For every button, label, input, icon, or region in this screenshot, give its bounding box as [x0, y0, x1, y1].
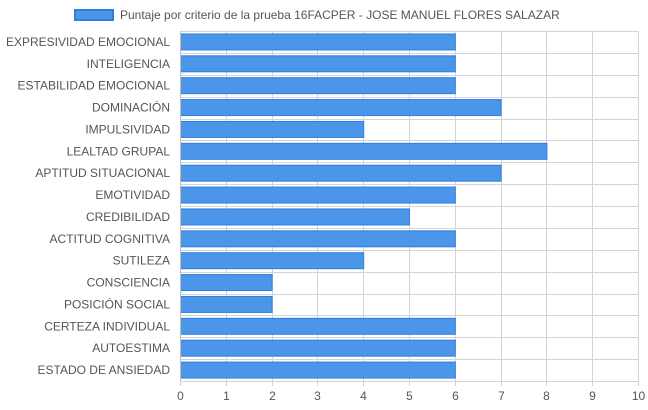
category-label: INTELIGENCIA [87, 57, 170, 71]
category-label: ACTITUD COGNITIVA [50, 232, 170, 246]
category-label: AUTOESTIMA [92, 341, 170, 355]
x-tick-label: 2 [269, 389, 276, 403]
bar [180, 164, 502, 182]
category-label: APTITUD SITUACIONAL [35, 166, 170, 180]
legend-swatch [74, 9, 114, 21]
category-label: SUTILEZA [113, 254, 170, 268]
bar [180, 230, 456, 248]
bar [180, 361, 456, 379]
x-tick-label: 0 [177, 389, 184, 403]
bar [180, 208, 410, 226]
category-label: EXPRESIVIDAD EMOCIONAL [6, 35, 170, 49]
x-tick-label: 4 [360, 389, 367, 403]
category-label: CREDIBILIDAD [86, 210, 170, 224]
bar [180, 339, 456, 357]
x-tick-label: 9 [589, 389, 596, 403]
x-tick-label: 7 [498, 389, 505, 403]
chart-legend[interactable]: Puntaje por criterio de la prueba 16FACP… [74, 6, 560, 24]
bar [180, 142, 548, 160]
x-tick-label: 5 [406, 389, 413, 403]
category-label: ESTADO DE ANSIEDAD [38, 363, 171, 377]
category-label: LEALTAD GRUPAL [67, 144, 171, 158]
x-tick-label: 6 [452, 389, 459, 403]
category-label: CONSCIENCIA [87, 276, 170, 290]
bar [180, 186, 456, 204]
bar [180, 33, 456, 51]
bar [180, 55, 456, 73]
bar [180, 317, 456, 335]
bar [180, 274, 273, 292]
x-tick-label: 3 [314, 389, 321, 403]
bar [180, 77, 456, 95]
legend-label: Puntaje por criterio de la prueba 16FACP… [120, 8, 560, 22]
bar [180, 99, 502, 117]
bar [180, 120, 365, 138]
bar [180, 252, 365, 270]
bar [180, 295, 273, 313]
category-label: POSICIÓN SOCIAL [64, 296, 170, 311]
category-label: CERTEZA INDIVIDUAL [44, 319, 170, 333]
x-tick-label: 10 [632, 389, 646, 403]
x-tick-label: 1 [223, 389, 230, 403]
category-label: DOMINACIÓN [92, 100, 170, 115]
category-label: IMPULSIVIDAD [85, 122, 170, 136]
category-label: ESTABILIDAD EMOCIONAL [18, 79, 171, 93]
category-label: EMOTIVIDAD [95, 188, 170, 202]
x-tick-label: 8 [543, 389, 550, 403]
